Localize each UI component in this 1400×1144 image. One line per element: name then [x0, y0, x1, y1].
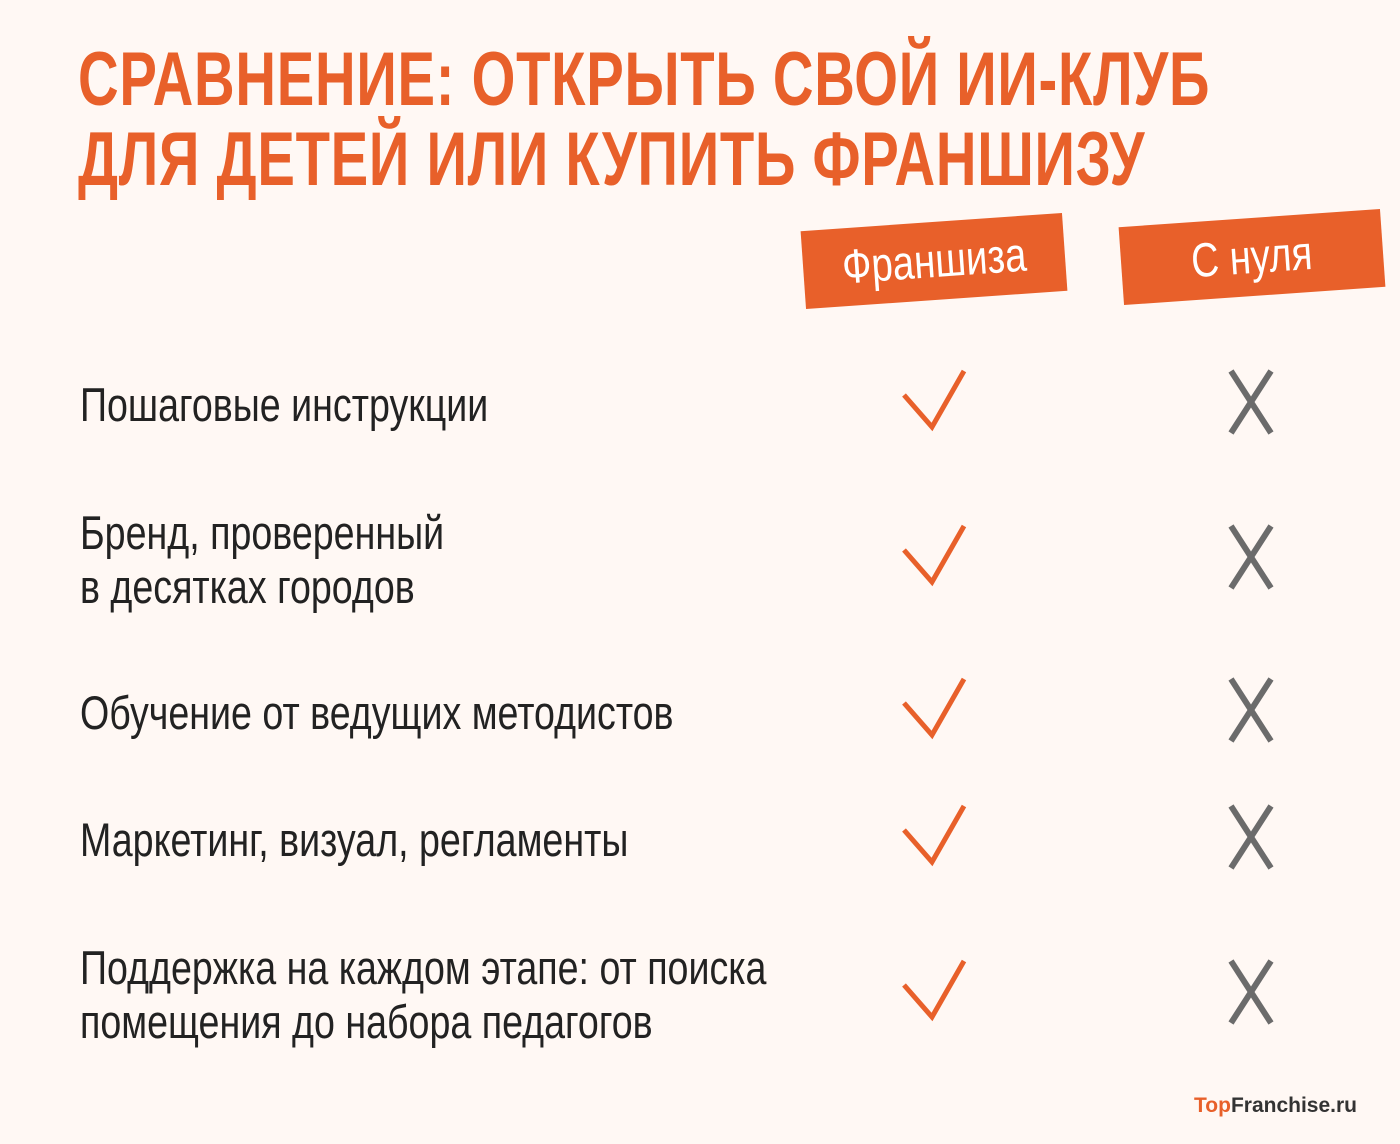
cross-icon — [1228, 804, 1274, 870]
row-label-line: Поддержка на каждом этапе: от поиска — [80, 941, 767, 994]
check-icon — [902, 804, 967, 867]
comparison-row-label: Бренд, проверенный в десятках городов — [80, 506, 444, 614]
comparison-row-label: Маркетинг, визуал, регламенты — [80, 813, 628, 867]
row-label-line: Обучение от ведущих методистов — [80, 686, 674, 739]
topfranchise-logo: TopFranchise.ru — [1194, 1094, 1357, 1118]
cross-icon — [1228, 677, 1274, 743]
check-icon — [902, 369, 967, 432]
row-label-line: помещения до набора педагогов — [80, 995, 653, 1048]
row-label-line: Бренд, проверенный — [80, 506, 445, 559]
comparison-row-label: Поддержка на каждом этапе: от поиска поме… — [80, 941, 766, 1049]
row-label-line: в десятках городов — [80, 560, 415, 613]
row-label-line: Маркетинг, визуал, регламенты — [80, 813, 629, 866]
title-line-1: СРАВНЕНИЕ: ОТКРЫТЬ СВОЙ ИИ-КЛУБ — [78, 37, 1211, 122]
column-header-scratch: С нуля — [1118, 208, 1386, 306]
row-label-line: Пошаговые инструкции — [80, 378, 489, 431]
title-line-2: ДЛЯ ДЕТЕЙ ИЛИ КУПИТЬ ФРАНШИЗУ — [78, 117, 1146, 202]
logo-part-1: Top — [1194, 1094, 1231, 1117]
logo-part-2: Franchise.ru — [1230, 1094, 1357, 1117]
comparison-row-label: Пошаговые инструкции — [80, 378, 488, 432]
check-icon — [902, 677, 967, 740]
column-header-franchise: Франшиза — [800, 212, 1068, 310]
comparison-row-label: Обучение от ведущих методистов — [80, 686, 674, 740]
column-header-label: Франшиза — [840, 228, 1028, 294]
page-title: СРАВНЕНИЕ: ОТКРЫТЬ СВОЙ ИИ-КЛУБ ДЛЯ ДЕТЕ… — [78, 40, 1210, 200]
check-icon — [902, 524, 967, 587]
cross-icon — [1228, 959, 1274, 1025]
cross-icon — [1228, 369, 1274, 435]
cross-icon — [1228, 524, 1274, 590]
check-icon — [902, 959, 967, 1022]
column-header-label: С нуля — [1189, 226, 1315, 288]
